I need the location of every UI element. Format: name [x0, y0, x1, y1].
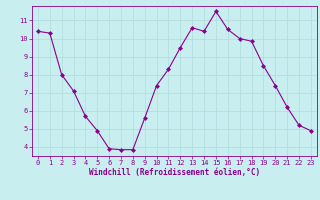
X-axis label: Windchill (Refroidissement éolien,°C): Windchill (Refroidissement éolien,°C)	[89, 168, 260, 177]
